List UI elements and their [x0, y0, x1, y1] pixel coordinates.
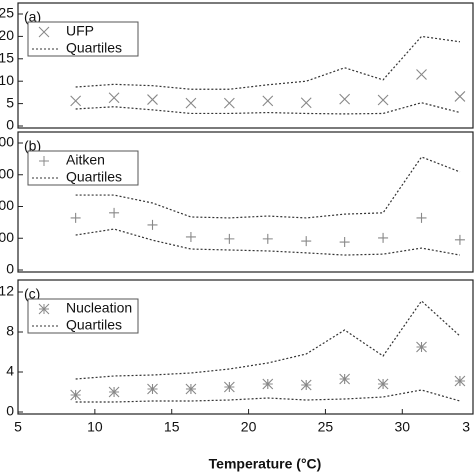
point	[185, 383, 197, 395]
legend-label: Quartiles	[66, 317, 122, 333]
y-tick-label: 0	[6, 403, 14, 419]
y-tick-label: 0	[6, 117, 14, 133]
y-tick-label: 8	[6, 323, 14, 339]
legend-label: UFP	[66, 23, 94, 39]
point	[416, 341, 427, 353]
legend-label: Quartiles	[66, 40, 122, 56]
point	[262, 95, 274, 107]
quartile-line	[75, 35, 461, 90]
point	[378, 232, 389, 243]
panel-label: (b)	[24, 138, 41, 154]
x-tick-label: 20	[241, 419, 257, 435]
point	[301, 236, 312, 247]
legend-label: Nucleation	[66, 300, 132, 316]
quartile-line	[75, 102, 461, 115]
x-tick-label: 5	[14, 419, 22, 435]
legend-box	[27, 21, 139, 57]
y-tick-label: 00	[0, 165, 14, 181]
x-tick-label: 10	[87, 419, 103, 435]
point	[147, 383, 158, 395]
quartile-line	[75, 389, 461, 403]
y-tick-label: 10	[0, 72, 14, 88]
legend-box	[27, 298, 139, 334]
y-tick-label: 00	[0, 197, 14, 213]
legend-label: Quartiles	[66, 169, 122, 185]
legend-marker	[39, 156, 49, 166]
plot-frame	[17, 279, 474, 415]
point	[339, 373, 351, 385]
point	[108, 386, 120, 398]
plot-frame	[17, 131, 474, 273]
point	[262, 378, 274, 390]
x-tick-label: 30	[395, 419, 411, 435]
point	[108, 92, 120, 104]
point	[70, 389, 82, 401]
quartile-line	[75, 156, 461, 219]
y-tick-label: 20	[0, 27, 14, 43]
legend-box	[27, 150, 139, 186]
y-tick-label: 0	[6, 261, 14, 277]
point	[147, 94, 158, 105]
legend-marker	[38, 26, 50, 38]
point	[339, 93, 351, 105]
panel-label: (a)	[24, 9, 41, 25]
quartile-line	[75, 228, 461, 256]
y-tick-label: 12	[0, 283, 14, 299]
y-tick-label: 25	[0, 5, 14, 21]
plot-frame	[17, 2, 474, 129]
y-tick-label: 15	[0, 50, 14, 66]
point	[377, 378, 389, 390]
point	[70, 95, 82, 107]
point	[262, 233, 273, 244]
point	[185, 97, 197, 109]
point	[224, 233, 235, 244]
x-tick-label: 15	[164, 419, 180, 435]
panel-label: (c)	[24, 286, 40, 302]
point	[339, 237, 350, 248]
point	[223, 381, 235, 393]
legend-label: Aitken	[66, 152, 105, 168]
x-axis-label: Temperature (°C)	[209, 456, 322, 472]
x-tick-label: 25	[318, 419, 334, 435]
point	[377, 94, 389, 106]
y-tick-label: 00	[0, 134, 14, 150]
point	[454, 234, 465, 245]
point	[454, 375, 466, 387]
point	[223, 97, 235, 109]
y-tick-label: 00	[0, 229, 14, 245]
point	[416, 212, 427, 223]
point	[300, 97, 312, 109]
point	[454, 91, 466, 102]
point	[185, 231, 196, 242]
point	[109, 207, 120, 218]
point	[300, 379, 312, 391]
y-tick-label: 4	[6, 363, 14, 379]
point	[147, 219, 158, 230]
x-tick-label: 3	[462, 419, 470, 435]
point	[70, 212, 81, 223]
point	[416, 69, 427, 80]
y-tick-label: 5	[6, 94, 14, 110]
legend-marker	[38, 303, 50, 315]
quartile-line	[75, 300, 461, 380]
